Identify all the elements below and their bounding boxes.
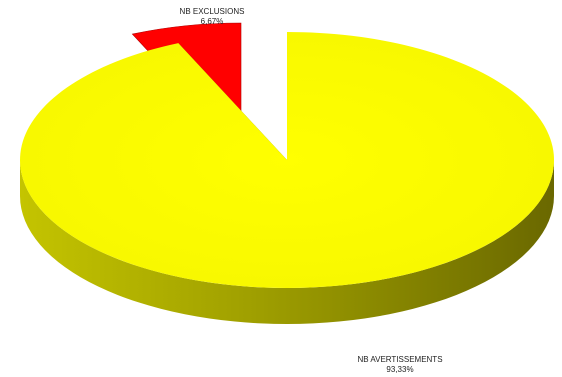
- pie-slice-side: [20, 160, 554, 324]
- data-value-nb-avertissements: 93,33%: [386, 365, 413, 374]
- data-value-nb-exclusions: 6,67%: [201, 17, 224, 26]
- pie-slice-nb-avertissements: [20, 32, 555, 324]
- data-label-nb-avertissements: NB AVERTISSEMENTS: [357, 355, 442, 364]
- data-label-nb-exclusions: NB EXCLUSIONS: [180, 7, 245, 16]
- pie-slice-top: [20, 32, 555, 288]
